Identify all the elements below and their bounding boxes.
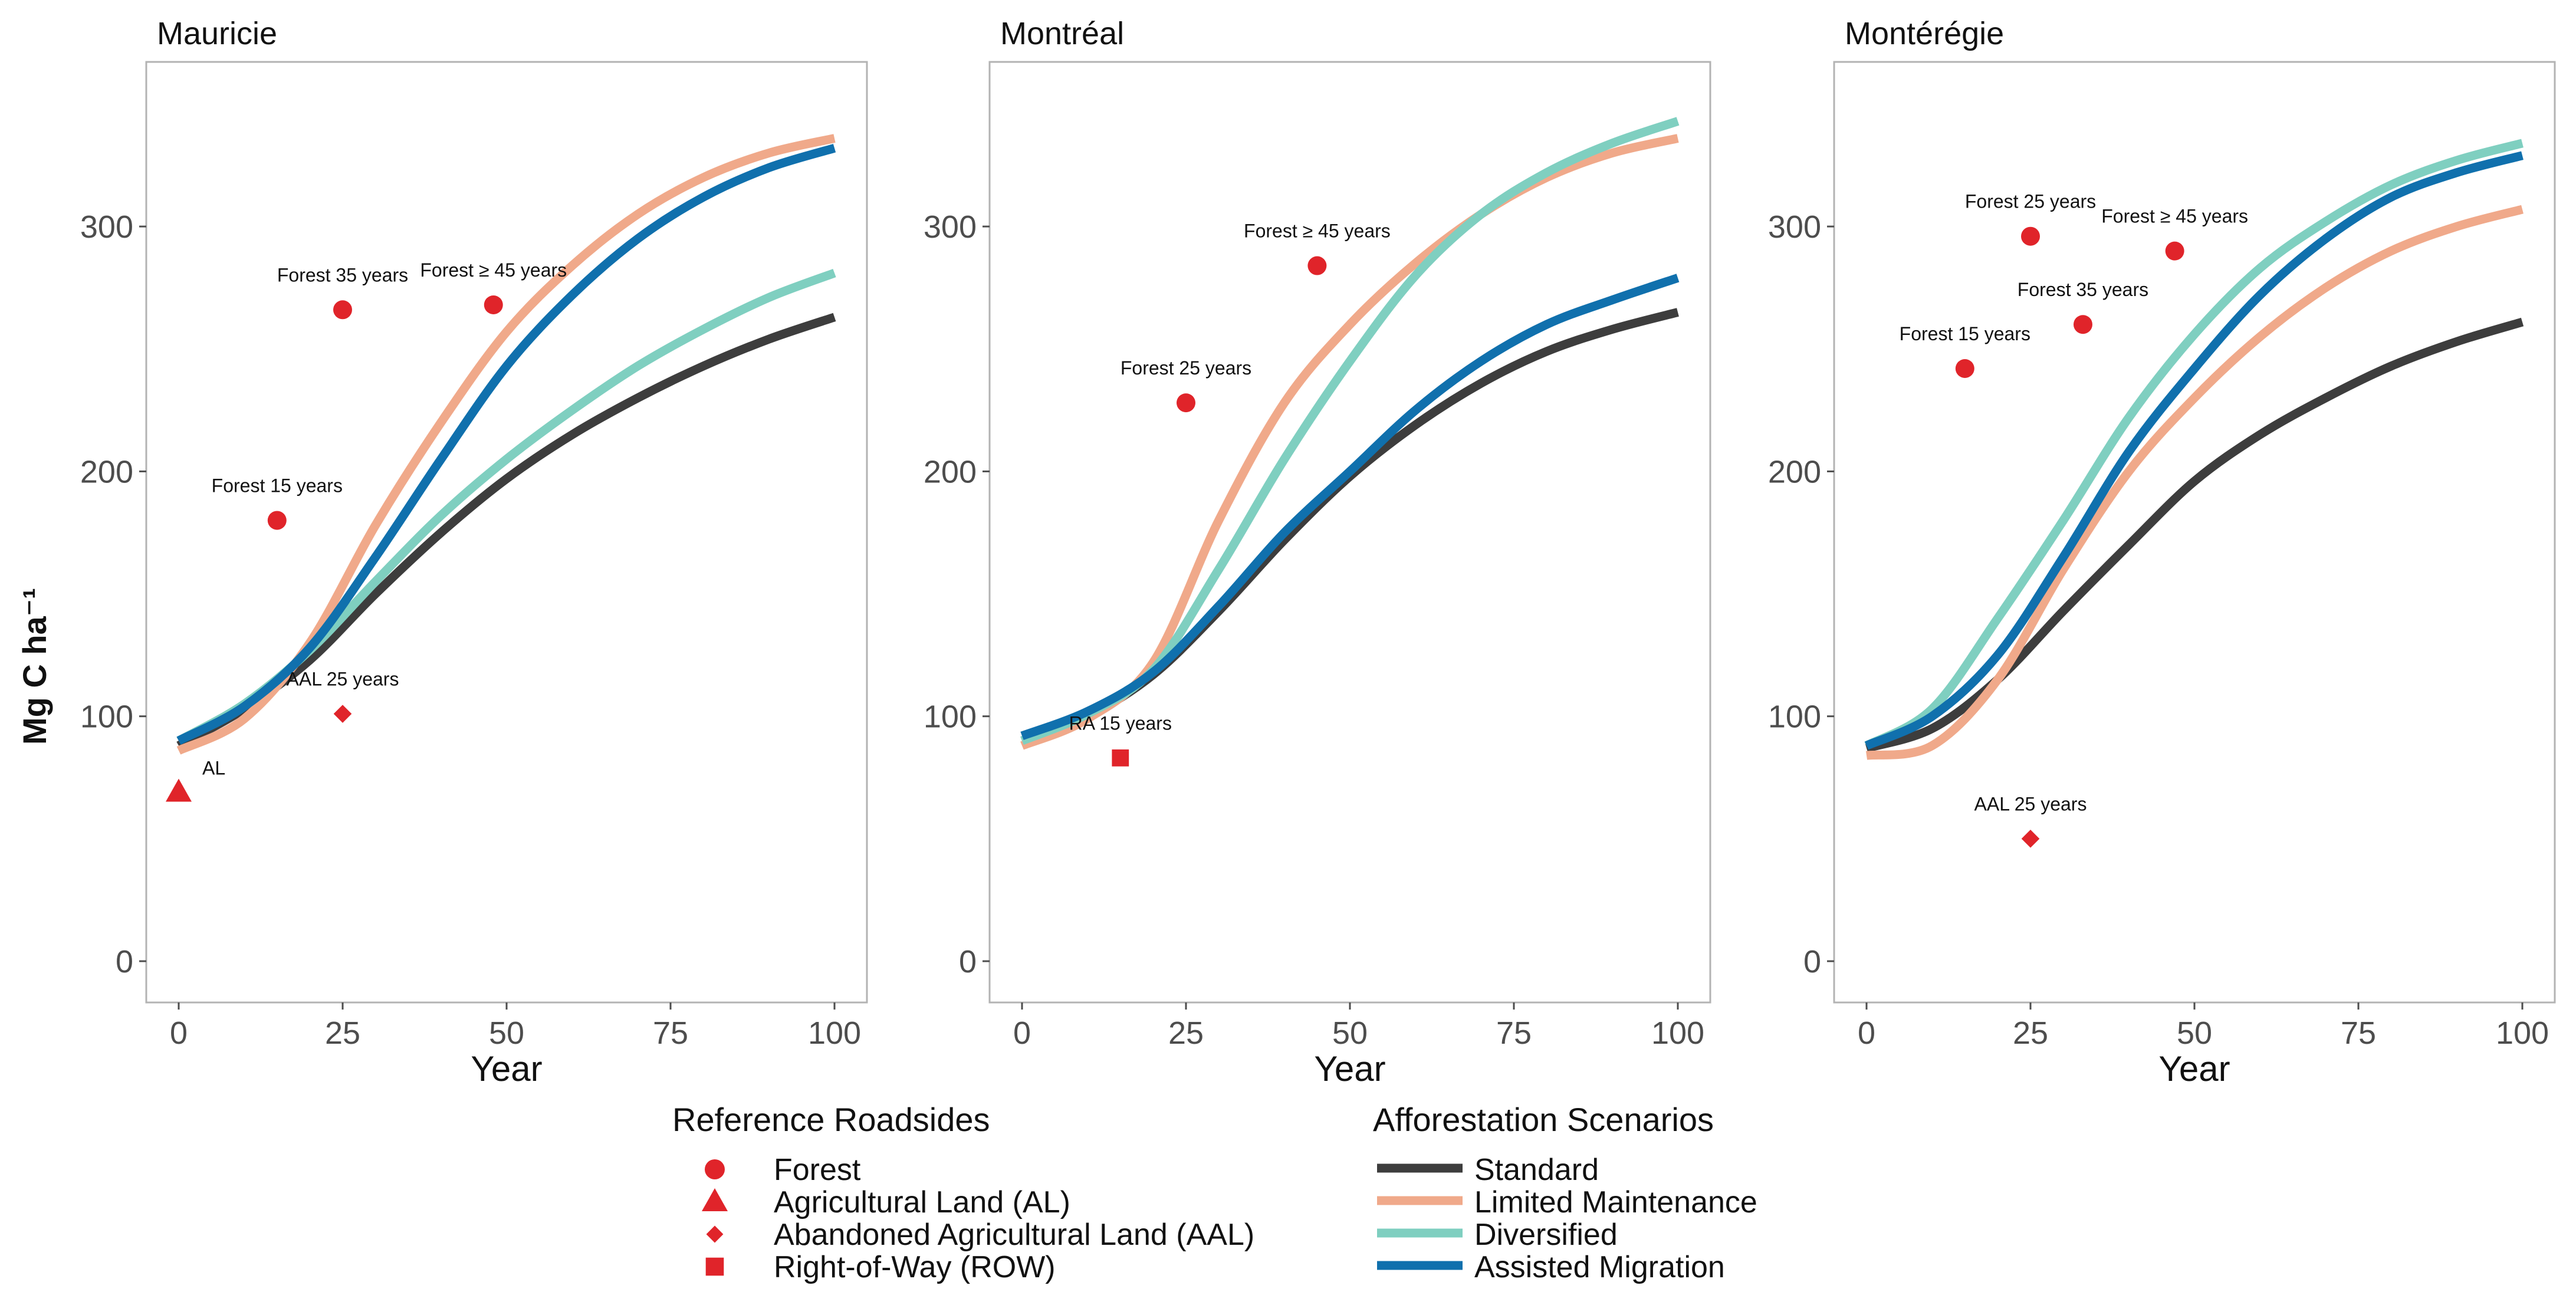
reference-point-forest-15-years (1955, 359, 1974, 378)
y-tick-label: 300 (924, 209, 977, 245)
plot-frame (1833, 61, 2556, 1004)
x-tick-label: 0 (170, 1015, 188, 1051)
panel-montr-al: Montréal 0 100 200 300 0 25 50 75 100 Year RA 15 ye… (924, 16, 1711, 1089)
legend-marker-forest (705, 1159, 725, 1179)
series-line-assisted-migration (1864, 151, 2524, 750)
y-tick-label: 300 (1768, 209, 1821, 245)
reference-label: Forest 15 years (1900, 323, 2030, 344)
x-tick-label: 75 (653, 1015, 688, 1051)
reference-point-forest-35-years (2073, 315, 2092, 334)
x-tick-label: 25 (325, 1015, 360, 1051)
y-tick-label: 200 (1768, 454, 1821, 489)
legend-label-diversified: Diversified (1474, 1218, 1618, 1252)
legend-marker-abandoned-agricultural-land-aal (706, 1225, 724, 1243)
legend-title-scenarios: Afforestation Scenarios (1373, 1101, 1714, 1138)
reference-point-forest-ge-45-years (1307, 256, 1327, 275)
x-tick-label: 0 (1013, 1015, 1031, 1051)
y-axis-title: Mg C ha⁻¹ (16, 588, 53, 745)
series-line-diversified (1864, 139, 2524, 750)
reference-point-forest-ge-45-years (2165, 241, 2184, 261)
panel-mont-r-gie: Montérégie 0 100 200 300 0 25 50 75 100 Year Forest… (1768, 16, 2556, 1089)
panel-title: Montérégie (1845, 16, 2004, 51)
x-tick-label: 75 (1496, 1015, 1532, 1051)
x-tick-label: 50 (489, 1015, 524, 1051)
reference-label: RA 15 years (1069, 712, 1172, 734)
y-tick-label: 100 (924, 699, 977, 735)
legend-label-right-of-way-row: Right-of-Way (ROW) (774, 1250, 1056, 1284)
legend-label-assisted-migration: Assisted Migration (1474, 1250, 1725, 1284)
x-axis-title: Year (2158, 1049, 2230, 1089)
legend-label-agricultural-land-al: Agricultural Land (AL) (774, 1185, 1070, 1219)
legend-marker-agricultural-land-al (702, 1188, 728, 1211)
series-lines (176, 134, 836, 755)
panel-mauricie: Mauricie 0 100 200 300 0 25 50 75 100 Year AL Forest… (80, 16, 868, 1089)
series-line-limited-maintenance (176, 134, 836, 755)
series-line-assisted-migration (1020, 274, 1680, 740)
reference-point-forest-25-years (2021, 226, 2040, 246)
reference-label: Forest 35 years (277, 264, 408, 285)
legend-label-limited-maintenance: Limited Maintenance (1474, 1185, 1757, 1219)
x-tick-label: 50 (1332, 1015, 1368, 1051)
reference-label: AAL 25 years (287, 669, 399, 690)
legend-label-forest: Forest (774, 1153, 861, 1187)
reference-label: AL (202, 757, 225, 778)
y-tick-label: 0 (959, 944, 977, 979)
x-axis-title: Year (1314, 1049, 1385, 1089)
y-tick-label: 100 (1768, 699, 1821, 735)
x-tick-label: 50 (2177, 1015, 2212, 1051)
legend-marker-right-of-way-row (705, 1257, 724, 1276)
y-tick-label: 100 (80, 699, 133, 735)
series-line-diversified (176, 268, 836, 745)
y-tick-label: 0 (116, 944, 133, 979)
series-lines (1020, 117, 1680, 750)
reference-point-aal-25-years (2021, 830, 2040, 848)
x-tick-label: 100 (2496, 1015, 2549, 1051)
x-tick-label: 25 (2013, 1015, 2048, 1051)
reference-point-al (166, 778, 192, 802)
x-tick-label: 100 (808, 1015, 861, 1051)
x-tick-label: 100 (1651, 1015, 1704, 1051)
panels: Mauricie 0 100 200 300 0 25 50 75 100 Year AL Forest… (80, 16, 2556, 1089)
x-tick-label: 0 (1858, 1015, 1875, 1051)
y-tick-label: 300 (80, 209, 133, 245)
reference-label: Forest 35 years (2018, 279, 2148, 300)
series-line-assisted-migration (176, 144, 836, 745)
reference-label: Forest 25 years (1965, 191, 2096, 212)
x-axis-title: Year (471, 1049, 542, 1089)
legend-label-standard: Standard (1474, 1153, 1599, 1187)
series-line-limited-maintenance (1865, 205, 2524, 760)
y-tick-label: 0 (1803, 944, 1821, 979)
plot-frame (988, 61, 1711, 1004)
reference-label: AAL 25 years (1974, 793, 2087, 814)
x-tick-label: 25 (1168, 1015, 1204, 1051)
reference-label: Forest ≥ 45 years (1244, 221, 1391, 242)
reference-point-forest-ge-45-years (484, 295, 503, 314)
y-tick-label: 200 (80, 454, 133, 489)
reference-label: Forest ≥ 45 years (420, 259, 567, 281)
reference-point-ra-15-years (1112, 749, 1129, 767)
reference-label: Forest 25 years (1121, 357, 1251, 379)
reference-point-forest-15-years (267, 511, 287, 530)
reference-label: Forest ≥ 45 years (2101, 206, 2248, 227)
y-tick-label: 200 (924, 454, 977, 489)
legend-title-reference: Reference Roadsides (672, 1101, 990, 1138)
series-line-diversified (1020, 117, 1680, 745)
reference-label: Forest 15 years (212, 475, 343, 496)
reference-point-forest-35-years (333, 300, 352, 320)
plot-frame (145, 61, 868, 1004)
reference-point-forest-25-years (1177, 393, 1195, 413)
x-tick-label: 75 (2341, 1015, 2376, 1051)
legend-label-abandoned-agricultural-land-aal: Abandoned Agricultural Land (AAL) (774, 1218, 1254, 1252)
reference-point-aal-25-years (333, 705, 352, 723)
panel-title: Montréal (1000, 16, 1124, 51)
series-lines (1864, 139, 2524, 760)
panel-title: Mauricie (157, 16, 277, 51)
